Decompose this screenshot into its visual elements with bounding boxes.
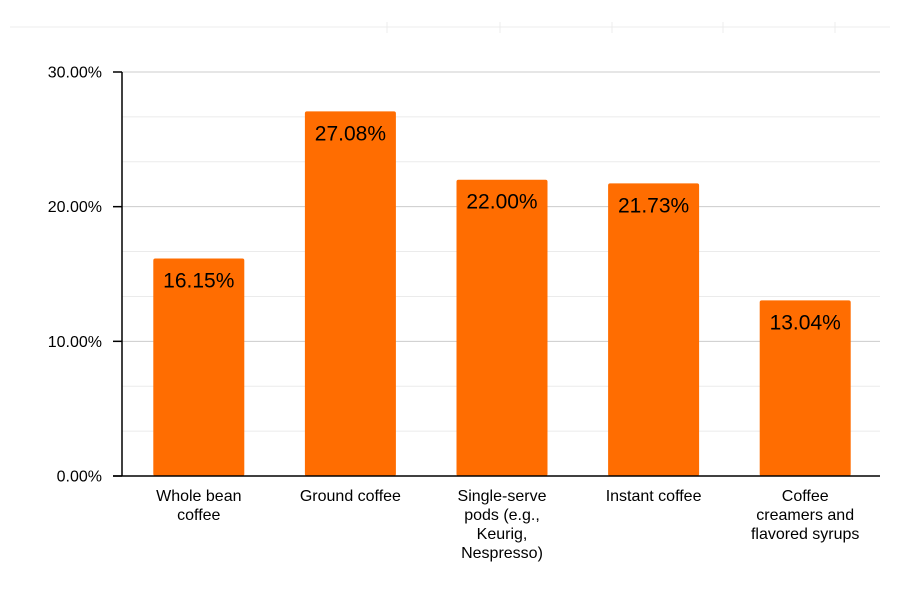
bar	[456, 179, 548, 476]
data-label: 21.73%	[618, 194, 689, 217]
x-tick-label: Whole bean coffee	[156, 488, 241, 524]
bars	[153, 111, 851, 477]
x-tick-label: Coffee creamers and flavored syrups	[751, 488, 860, 543]
x-tick-label: Ground coffee	[300, 488, 401, 505]
data-label: 16.15%	[163, 270, 234, 293]
bar	[304, 111, 396, 477]
y-tick-label: 30.00%	[48, 65, 102, 82]
x-tick-label-line: Whole bean	[156, 488, 241, 505]
data-label: 22.00%	[466, 191, 537, 214]
x-tick-label-line: Keurig,	[477, 526, 528, 543]
x-tick-label-line: Instant coffee	[606, 488, 702, 505]
bar	[153, 258, 245, 476]
x-tick-label-line: Coffee	[782, 488, 829, 505]
y-tick-label: 10.00%	[48, 334, 102, 351]
grid-lines	[10, 22, 890, 432]
x-tick-label-line: flavored syrups	[751, 526, 860, 543]
labels: 0.00% 10.00% 20.00% 30.00% 16.15% Whole bean c…	[48, 65, 860, 563]
bar	[608, 183, 700, 477]
x-tick-label: Single-serve pods (e.g., Keurig, Nespresso)	[458, 488, 547, 562]
x-tick-label-line: Nespresso)	[461, 545, 543, 562]
axes	[113, 71, 880, 477]
x-tick-label-line: Ground coffee	[300, 488, 401, 505]
data-label: 13.04%	[770, 311, 841, 334]
y-tick-label: 20.00%	[48, 199, 102, 216]
x-tick-label-line: pods (e.g.,	[464, 507, 540, 524]
y-tick-label: 0.00%	[57, 469, 102, 486]
x-tick-label-line: coffee	[177, 507, 220, 524]
x-tick-label: Instant coffee	[606, 488, 702, 505]
x-tick-label-line: creamers and	[756, 507, 854, 524]
data-label: 27.08%	[315, 122, 386, 145]
bar	[759, 300, 851, 476]
x-tick-label-line: Single-serve	[458, 488, 547, 505]
